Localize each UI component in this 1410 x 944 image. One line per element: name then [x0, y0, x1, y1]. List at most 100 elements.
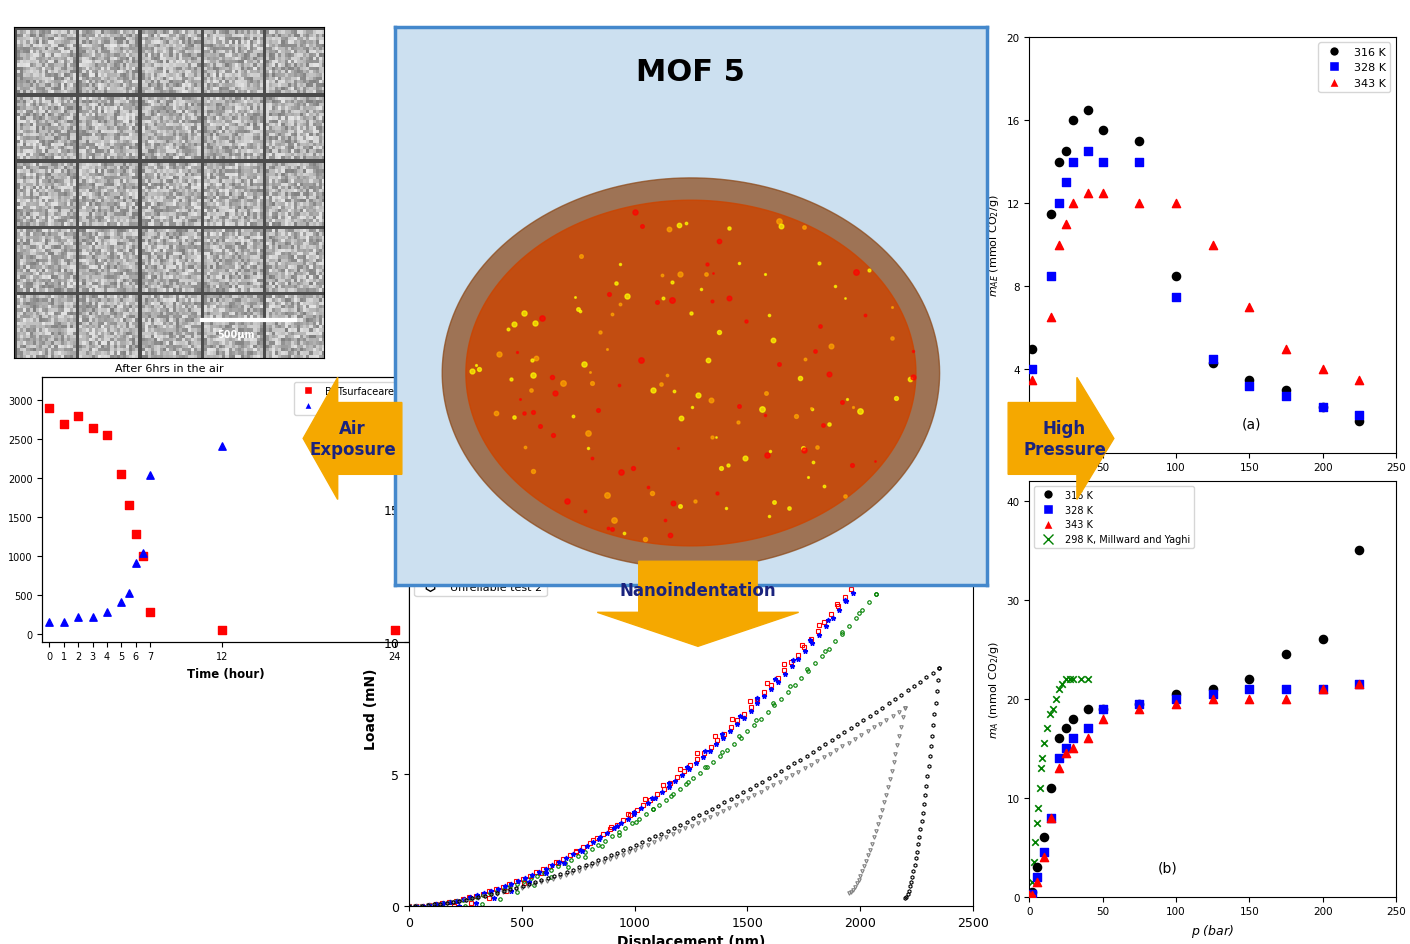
Point	[1238, 300, 1261, 315]
Point	[1032, 850, 1055, 865]
Point	[1275, 691, 1297, 706]
Point	[1311, 362, 1334, 378]
Point	[1201, 691, 1224, 706]
X-axis label: Time (hour): Time (hour)	[186, 667, 265, 681]
Point	[131, 548, 154, 564]
Text: Nanoindentation: Nanoindentation	[619, 581, 777, 599]
Point	[1041, 810, 1063, 825]
Text: High
Pressure: High Pressure	[1024, 419, 1105, 459]
Point	[1042, 701, 1065, 716]
Point	[1021, 885, 1043, 900]
Point	[1021, 373, 1043, 388]
Point	[1055, 176, 1077, 191]
Point	[1077, 186, 1100, 201]
Point	[1077, 144, 1100, 160]
Text: (b): (b)	[1158, 861, 1177, 875]
Point	[1041, 269, 1063, 284]
Point	[52, 615, 75, 630]
Point	[1028, 781, 1050, 796]
Point	[1311, 632, 1334, 648]
Point	[1026, 801, 1049, 816]
Point	[1275, 342, 1297, 357]
Point	[1050, 677, 1073, 692]
Point	[1077, 672, 1100, 687]
Point	[96, 429, 118, 444]
Point	[1091, 701, 1114, 716]
Text: 500μm: 500μm	[217, 329, 255, 339]
Point	[1348, 543, 1371, 558]
Point	[1032, 736, 1055, 751]
Point	[1062, 672, 1084, 687]
Text: Air
Exposure: Air Exposure	[309, 419, 396, 459]
Polygon shape	[465, 201, 916, 547]
Point	[82, 421, 104, 436]
Point	[1128, 697, 1151, 712]
Point	[1048, 750, 1070, 766]
Point	[1024, 834, 1046, 850]
Point	[66, 409, 89, 424]
Point	[1165, 196, 1187, 211]
Point	[1055, 217, 1077, 232]
Y-axis label: $m_A$ (mmol CO$_2$/g): $m_A$ (mmol CO$_2$/g)	[987, 640, 1001, 738]
Point	[1201, 352, 1224, 367]
Point	[1025, 860, 1048, 875]
Point	[1091, 186, 1114, 201]
Point	[1021, 342, 1043, 357]
X-axis label: $p$ (bar): $p$ (bar)	[1191, 922, 1234, 939]
Point	[1048, 196, 1070, 211]
Point	[1311, 400, 1334, 415]
Point	[124, 527, 147, 542]
Point	[1275, 682, 1297, 697]
Legend: BETsurfacearea, Poresize: BETsurfacearea, Poresize	[295, 382, 405, 415]
X-axis label: Displacement (nm): Displacement (nm)	[616, 935, 766, 944]
Point	[82, 610, 104, 625]
Point	[1069, 672, 1091, 687]
Point	[110, 467, 133, 482]
Point	[1077, 103, 1100, 118]
Point	[1041, 207, 1063, 222]
Point	[1025, 874, 1048, 889]
Y-axis label: Load (mN): Load (mN)	[364, 667, 378, 749]
Point	[1041, 781, 1063, 796]
Point	[1021, 874, 1043, 889]
Point	[1055, 741, 1077, 756]
Y-axis label: BETsurfacearea (m$^2$/g): BETsurfacearea (m$^2$/g)	[0, 450, 3, 569]
Point	[1275, 647, 1297, 662]
Point	[1048, 761, 1070, 776]
Point	[1311, 682, 1334, 697]
Point	[1021, 362, 1043, 378]
Point	[1031, 750, 1053, 766]
Polygon shape	[598, 562, 798, 647]
Point	[1029, 761, 1052, 776]
Point	[210, 439, 233, 454]
Point	[1062, 196, 1084, 211]
Point	[384, 623, 406, 638]
Point	[1201, 238, 1224, 253]
Point	[138, 468, 161, 483]
Point	[1128, 701, 1151, 716]
Point	[96, 605, 118, 620]
Point	[66, 610, 89, 625]
Point	[384, 409, 406, 424]
Point	[1165, 697, 1187, 712]
Y-axis label: Pore Size(nm): Pore Size(nm)	[437, 474, 447, 546]
Point	[1025, 869, 1048, 885]
Point	[1238, 373, 1261, 388]
Point	[1165, 686, 1187, 701]
Legend: 316 K, 328 K, 343 K, 298 K, Millward and Yaghi: 316 K, 328 K, 343 K, 298 K, Millward and…	[1034, 486, 1194, 548]
Text: (a): (a)	[1242, 417, 1262, 431]
Point	[1019, 885, 1042, 900]
Point	[1077, 701, 1100, 716]
Point	[1039, 706, 1062, 721]
Legend: 316 K, 328 K, 343 K: 316 K, 328 K, 343 K	[1318, 43, 1390, 93]
Polygon shape	[303, 378, 402, 500]
Point	[1077, 731, 1100, 746]
Point	[1348, 408, 1371, 423]
Point	[1128, 196, 1151, 211]
Point	[1032, 845, 1055, 860]
Point	[1165, 269, 1187, 284]
Point	[1021, 887, 1043, 902]
Point	[131, 547, 154, 562]
Point	[1045, 691, 1067, 706]
Point	[117, 585, 140, 600]
